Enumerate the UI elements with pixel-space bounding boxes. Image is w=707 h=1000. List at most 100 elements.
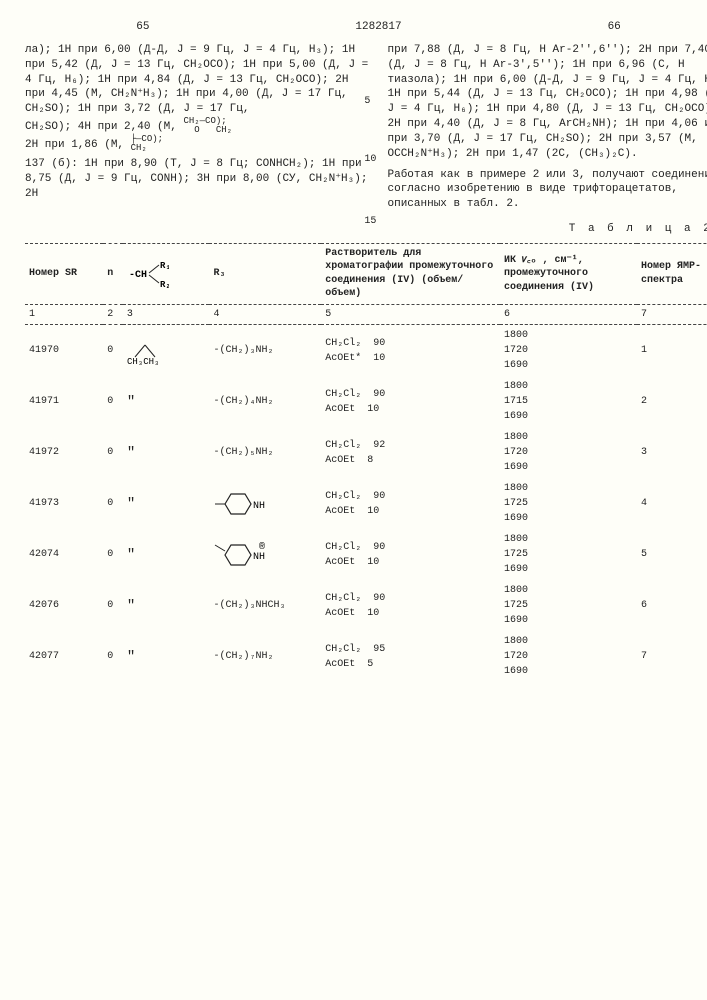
col-header-ik: ИК 𝜈꜀ₒ , см⁻¹, промежуточного соединения… bbox=[500, 243, 637, 304]
cell-solv: CH₂Cl₂ 90 AcOEt 10 bbox=[321, 529, 500, 580]
left-text-a: ла); 1H при 6,00 (Д-Д, J = 9 Гц, J = 4 Г… bbox=[25, 44, 368, 115]
cell-n: 0 bbox=[103, 529, 123, 580]
cell-ik: 180017201690 bbox=[500, 631, 637, 682]
cell-sr: 42074 bbox=[25, 529, 103, 580]
cell-n: 0 bbox=[103, 478, 123, 529]
colnum-4: 4 bbox=[209, 304, 321, 325]
svg-text:-CH: -CH bbox=[129, 270, 147, 281]
cell-ik: 180017251690 bbox=[500, 529, 637, 580]
svg-text:NH: NH bbox=[253, 552, 265, 563]
svg-text:R₁: R₁ bbox=[160, 261, 169, 271]
table-body: 41970 0 CH₃CH₃ -(CH₂)₃NH₂ CH₂Cl₂ 90 AcOE… bbox=[25, 325, 707, 683]
cell-r3: -(CH₂)₃NHCH₃ bbox=[209, 580, 321, 631]
cell-ik: 180017251690 bbox=[500, 580, 637, 631]
cell-n: 0 bbox=[103, 631, 123, 682]
cell-nmr: 3 bbox=[637, 427, 707, 478]
table-colnum-row: 1 2 3 4 5 6 7 bbox=[25, 304, 707, 325]
cell-solv: CH₂Cl₂ 90 AcOEt 10 bbox=[321, 478, 500, 529]
cell-solv: CH₂Cl₂ 90 AcOEt 10 bbox=[321, 376, 500, 427]
line-number-10: 10 bbox=[364, 153, 376, 167]
left-text-c: 2H при 1,86 (М, bbox=[25, 139, 131, 151]
colnum-2: 2 bbox=[103, 304, 123, 325]
colnum-3: 3 bbox=[123, 304, 210, 325]
svg-text:®: ® bbox=[259, 541, 265, 553]
table-row: 41971 0 " -(CH₂)₄NH₂ CH₂Cl₂ 90 AcOEt 10 … bbox=[25, 376, 707, 427]
cell-sr: 41971 bbox=[25, 376, 103, 427]
line-number-5: 5 bbox=[364, 95, 370, 109]
cell-r12: " bbox=[123, 580, 210, 631]
cell-r3: NH ® bbox=[209, 529, 321, 580]
cell-sr: 41973 bbox=[25, 478, 103, 529]
col-header-ch: -CH R₁ R₂ bbox=[123, 243, 210, 304]
doc-number: 1282817 bbox=[261, 20, 497, 35]
struct-frag-2: ├—CO); CH₂ bbox=[131, 135, 163, 153]
cell-r3: -(CH₂)₃NH₂ bbox=[209, 325, 321, 377]
cell-nmr: 4 bbox=[637, 478, 707, 529]
cell-r12: CH₃CH₃ bbox=[123, 325, 210, 377]
page-num-right: 66 bbox=[496, 20, 707, 35]
col-header-nmr: Номер ЯМР-спектра bbox=[637, 243, 707, 304]
cell-solv: CH₂Cl₂ 90 AcOEt 10 bbox=[321, 580, 500, 631]
col-header-sr: Номер SR bbox=[25, 243, 103, 304]
left-text-d: 137 (б): 1H при 8,90 (Т, J = 8 Гц; CONHC… bbox=[25, 158, 367, 200]
right-text-a: при 7,88 (Д, J = 8 Гц, H Ar-2'',6''); 2H… bbox=[388, 44, 707, 160]
page-header: 65 1282817 66 bbox=[25, 20, 707, 35]
right-text-b: Работая как в примере 2 или 3, получают … bbox=[388, 169, 707, 211]
col-header-solv: Растворитель для хроматографии промежуто… bbox=[321, 243, 500, 304]
table-row: 41973 0 " NH CH₂Cl₂ 90 AcOEt 10 18001725… bbox=[25, 478, 707, 529]
cell-r12: " bbox=[123, 631, 210, 682]
cell-n: 0 bbox=[103, 427, 123, 478]
cell-r3: -(CH₂)₄NH₂ bbox=[209, 376, 321, 427]
cell-ik: 180017151690 bbox=[500, 376, 637, 427]
cell-ik: 180017251690 bbox=[500, 478, 637, 529]
cell-r12: " bbox=[123, 376, 210, 427]
col-header-n: n bbox=[103, 243, 123, 304]
table-header-row: Номер SR n -CH R₁ R₂ R₃ Растворитель для… bbox=[25, 243, 707, 304]
cell-r3: NH bbox=[209, 478, 321, 529]
table-row: 41970 0 CH₃CH₃ -(CH₂)₃NH₂ CH₂Cl₂ 90 AcOE… bbox=[25, 325, 707, 377]
table-row: 42074 0 " NH ® CH₂Cl₂ 90 AcOEt 10 180017… bbox=[25, 529, 707, 580]
cell-r3: -(CH₂)₇NH₂ bbox=[209, 631, 321, 682]
table-row: 42076 0 " -(CH₂)₃NHCH₃ CH₂Cl₂ 90 AcOEt 1… bbox=[25, 580, 707, 631]
cell-r12: " bbox=[123, 427, 210, 478]
colnum-7: 7 bbox=[637, 304, 707, 325]
line-number-15: 15 bbox=[364, 215, 376, 229]
cell-r3: -(CH₂)₅NH₂ bbox=[209, 427, 321, 478]
cell-nmr: 2 bbox=[637, 376, 707, 427]
cell-sr: 42077 bbox=[25, 631, 103, 682]
cell-n: 0 bbox=[103, 376, 123, 427]
svg-text:R₂: R₂ bbox=[160, 280, 169, 289]
ch-structure-icon: -CH R₁ R₂ bbox=[127, 259, 169, 289]
cell-ik: 180017201690 bbox=[500, 325, 637, 377]
cell-sr: 41972 bbox=[25, 427, 103, 478]
cell-solv: CH₂Cl₂ 95 AcOEt 5 bbox=[321, 631, 500, 682]
cell-sr: 42076 bbox=[25, 580, 103, 631]
cell-r12: " bbox=[123, 529, 210, 580]
data-table: Номер SR n -CH R₁ R₂ R₃ Растворитель для… bbox=[25, 243, 707, 683]
struct-frag-1: CH₂—CO); O CH₂ bbox=[183, 117, 232, 135]
cell-nmr: 6 bbox=[637, 580, 707, 631]
colnum-6: 6 bbox=[500, 304, 637, 325]
page-num-left: 65 bbox=[25, 20, 261, 35]
left-column: ла); 1H при 6,00 (Д-Д, J = 9 Гц, J = 4 Г… bbox=[25, 43, 370, 212]
cell-solv: CH₂Cl₂ 90 AcOEt* 10 bbox=[321, 325, 500, 377]
cell-nmr: 7 bbox=[637, 631, 707, 682]
cell-nmr: 1 bbox=[637, 325, 707, 377]
cell-sr: 41970 bbox=[25, 325, 103, 377]
cell-n: 0 bbox=[103, 580, 123, 631]
body-columns: 5 10 15 ла); 1H при 6,00 (Д-Д, J = 9 Гц,… bbox=[25, 43, 707, 212]
left-text-b: CH₂SO); 4H при 2,40 (М, bbox=[25, 121, 183, 133]
colnum-1: 1 bbox=[25, 304, 103, 325]
table-row: 41972 0 " -(CH₂)₅NH₂ CH₂Cl₂ 92 AcOEt 8 1… bbox=[25, 427, 707, 478]
col-header-r3: R₃ bbox=[209, 243, 321, 304]
table-row: 42077 0 " -(CH₂)₇NH₂ CH₂Cl₂ 95 AcOEt 5 1… bbox=[25, 631, 707, 682]
right-column: при 7,88 (Д, J = 8 Гц, H Ar-2'',6''); 2H… bbox=[388, 43, 707, 212]
cell-ik: 180017201690 bbox=[500, 427, 637, 478]
cell-n: 0 bbox=[103, 325, 123, 377]
svg-text:NH: NH bbox=[253, 501, 265, 512]
cell-r12: " bbox=[123, 478, 210, 529]
svg-text:CH₃CH₃: CH₃CH₃ bbox=[127, 357, 159, 365]
cell-nmr: 5 bbox=[637, 529, 707, 580]
cell-solv: CH₂Cl₂ 92 AcOEt 8 bbox=[321, 427, 500, 478]
colnum-5: 5 bbox=[321, 304, 500, 325]
